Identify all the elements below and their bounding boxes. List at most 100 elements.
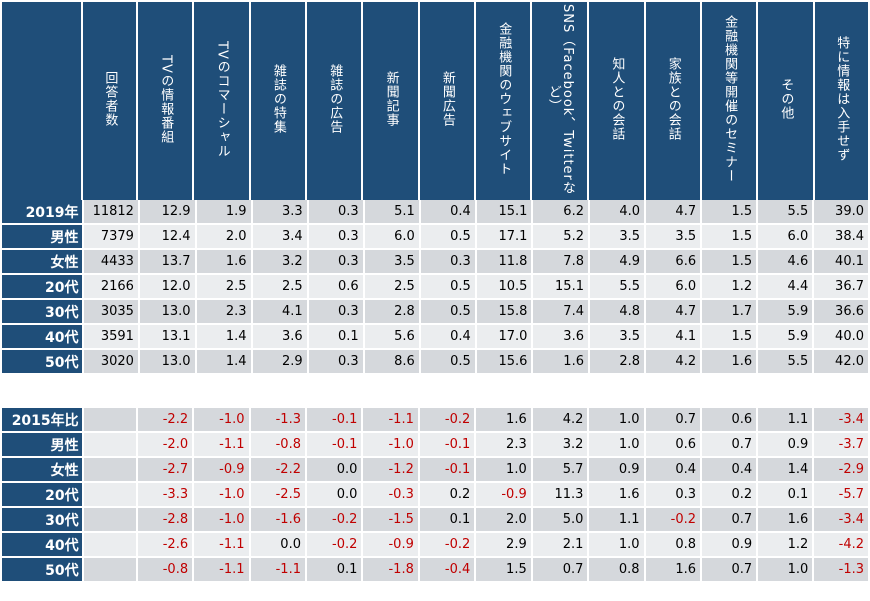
data-cell: 4.8 (589, 300, 645, 323)
data-cell: 1.6 (645, 558, 700, 581)
data-cell: 0.3 (308, 225, 363, 248)
data-cell: 12.4 (139, 225, 195, 248)
data-cell: 38.4 (814, 225, 868, 248)
data-cell: 0.7 (532, 558, 588, 581)
data-cell: 2.9 (252, 350, 307, 373)
data-cell (83, 483, 136, 506)
data-cell: -2.6 (137, 533, 193, 556)
column-header: 雑誌の特集 (250, 2, 306, 200)
data-cell: 0.8 (645, 533, 700, 556)
data-cell: 6.2 (533, 200, 588, 223)
data-cell: 0.3 (308, 300, 363, 323)
data-cell (83, 533, 136, 556)
data-cell: 0.6 (308, 275, 363, 298)
column-header-label: 家族との会話 (665, 57, 681, 141)
table-row: 40代 3591 13.1 1.4 3.6 0.1 5.6 0.4 17.0 3.6 3.5 4.1 1… (2, 325, 868, 348)
data-cell: 1.1 (589, 508, 644, 531)
column-header: TVのコマーシャル (194, 2, 249, 200)
data-cell: -1.0 (194, 508, 249, 531)
data-cell: 0.7 (702, 433, 757, 456)
header-corner-cell (2, 2, 81, 200)
data-cell: 3035 (83, 300, 138, 323)
data-cell (83, 433, 136, 456)
column-header-label: 金融機関等開催のセミナー (722, 15, 738, 183)
data-cell: -0.9 (194, 458, 249, 481)
data-cell: 11.3 (532, 483, 588, 506)
data-cell: -0.2 (419, 408, 475, 431)
table-2019-section: 2019年 11812 12.9 1.9 3.3 0.3 5.1 0.4 15.1 6.2 4.0 4… (0, 198, 870, 375)
data-cell: 1.6 (533, 350, 588, 373)
data-cell: 1.6 (196, 250, 251, 273)
data-cell: -2.7 (137, 458, 193, 481)
column-header-label: 新聞広告 (439, 71, 455, 127)
data-cell: 1.2 (702, 275, 757, 298)
data-cell: 1.0 (589, 533, 644, 556)
data-cell: 15.8 (476, 300, 532, 323)
data-cell: 39.0 (814, 200, 868, 223)
data-cell: -0.2 (306, 533, 362, 556)
data-cell: 1.5 (702, 325, 757, 348)
column-header-label: TVのコマーシャル (214, 40, 230, 158)
data-cell: 0.0 (306, 458, 362, 481)
data-cell: 2.5 (364, 275, 419, 298)
data-cell: 0.1 (306, 558, 362, 581)
column-header: 新聞記事 (363, 2, 418, 200)
data-cell: 1.9 (196, 200, 251, 223)
data-cell: -1.8 (363, 558, 418, 581)
data-cell: 5.9 (758, 300, 813, 323)
data-cell: 2.0 (196, 225, 251, 248)
data-cell: -1.1 (363, 408, 418, 431)
data-cell: 15.6 (476, 350, 532, 373)
data-cell: 6.0 (646, 275, 701, 298)
data-cell: 5.5 (589, 275, 645, 298)
data-cell: -1.1 (194, 433, 249, 456)
data-cell: -0.1 (306, 433, 362, 456)
data-cell: -0.8 (137, 558, 193, 581)
data-cell: -0.3 (363, 483, 418, 506)
data-cell: 3.6 (533, 325, 588, 348)
data-cell: -1.1 (250, 558, 305, 581)
column-header: 新聞広告 (419, 2, 475, 200)
data-cell: 1.5 (476, 558, 531, 581)
data-cell: 0.3 (645, 483, 700, 506)
row-header: 2019年 (2, 200, 82, 223)
data-cell: 0.2 (419, 483, 475, 506)
data-cell: 4.6 (758, 250, 813, 273)
table-row: 50代 3020 13.0 1.4 2.9 0.3 8.6 0.5 15.6 1.6 2.8 4.2 1… (2, 350, 868, 373)
table-row: 女性 4433 13.7 1.6 3.2 0.3 3.5 0.3 11.8 7.8 4.9 6.6 1.… (2, 250, 868, 273)
column-header-label: 金融機関のウェブサイト (496, 22, 512, 176)
data-cell: 0.3 (420, 250, 475, 273)
data-cell: 11.8 (476, 250, 532, 273)
data-cell: 13.0 (139, 350, 195, 373)
data-cell: -1.3 (814, 558, 868, 581)
data-cell: 3.5 (589, 225, 645, 248)
data-cell: -0.1 (306, 408, 362, 431)
data-cell: 4.7 (646, 200, 701, 223)
table-row: 男性 7379 12.4 2.0 3.4 0.3 6.0 0.5 17.1 5.2 3.5 3.5 1.… (2, 225, 868, 248)
data-cell: -2.2 (137, 408, 193, 431)
data-cell: 10.5 (476, 275, 532, 298)
data-cell: -0.1 (419, 433, 475, 456)
data-cell: -3.7 (814, 433, 868, 456)
column-header: 雑誌の広告 (307, 2, 362, 200)
data-cell: 0.0 (250, 533, 305, 556)
table-row: 2015年比 -2.2 -1.0 -1.3 -0.1 -1.1 -0.2 1.6 4.2 1.0 0… (2, 408, 868, 431)
table-row: 2019年 11812 12.9 1.9 3.3 0.3 5.1 0.4 15.1 6.2 4.0 4… (2, 200, 868, 223)
data-cell: 1.5 (702, 250, 757, 273)
data-cell: 5.7 (532, 458, 588, 481)
data-cell: 3.5 (646, 225, 701, 248)
row-header: 2015年比 (2, 408, 82, 431)
data-cell: -1.6 (250, 508, 305, 531)
data-cell: 40.1 (814, 250, 868, 273)
data-cell: 1.4 (758, 458, 813, 481)
column-header: 特に情報は入手せず (814, 2, 868, 200)
data-cell: 0.4 (420, 200, 475, 223)
data-cell: 0.6 (702, 408, 757, 431)
row-header: 50代 (2, 350, 82, 373)
data-cell: -3.4 (814, 508, 868, 531)
row-header: 30代 (2, 300, 82, 323)
data-cell: 0.2 (702, 483, 757, 506)
data-cell: 7.8 (533, 250, 588, 273)
data-cell: -2.9 (814, 458, 868, 481)
data-cell: 0.7 (645, 408, 700, 431)
